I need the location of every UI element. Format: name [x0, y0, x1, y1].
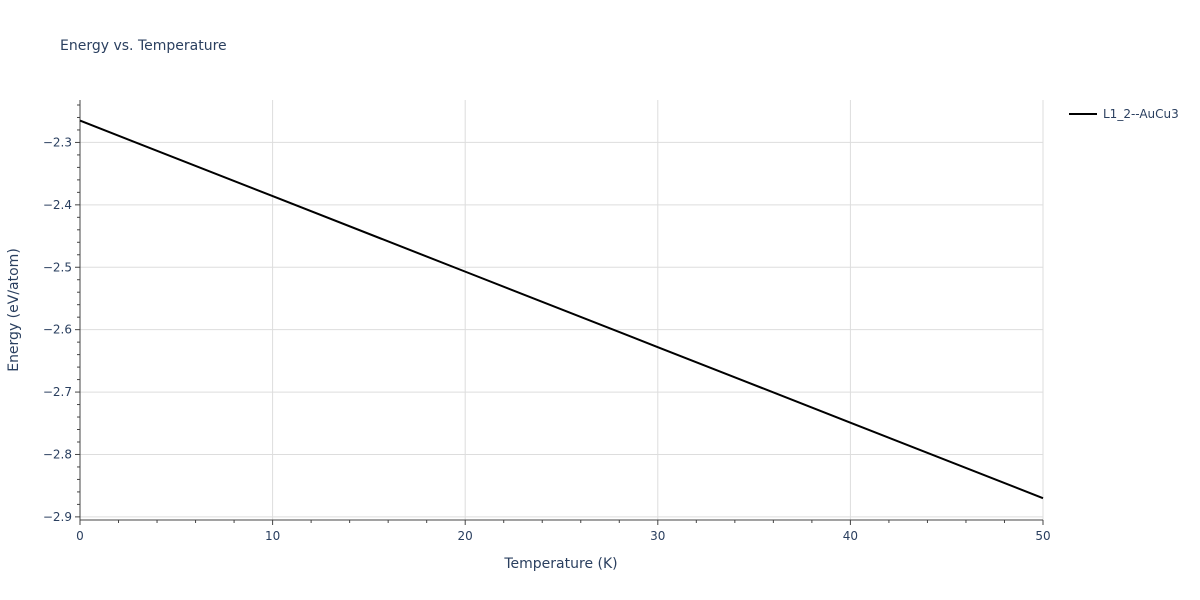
series-layer	[79, 119, 1044, 500]
x-tick-label: 10	[265, 529, 280, 543]
y-tick-label: −2.6	[43, 323, 72, 337]
y-tick-label: −2.4	[43, 198, 72, 212]
y-axis-title: Energy (eV/atom)	[6, 248, 22, 372]
x-tick-label: 20	[458, 529, 473, 543]
y-tick-label: −2.5	[43, 260, 72, 274]
chart-title: Energy vs. Temperature	[60, 38, 227, 54]
legend[interactable]: L1_2--AuCu3	[1069, 107, 1179, 121]
x-tick-label: 0	[76, 529, 84, 543]
y-tick-label: −2.3	[43, 135, 72, 149]
x-tick-label: 30	[650, 529, 665, 543]
y-tick-label: −2.7	[43, 385, 72, 399]
series-line-0[interactable]	[79, 119, 1044, 500]
x-axis-title: Temperature (K)	[503, 556, 617, 572]
grid-layer	[80, 100, 1044, 520]
legend-label: L1_2--AuCu3	[1103, 107, 1179, 121]
axes-layer: 0 10 20 30 40 50 −2.3 −2.4 −2.5 −2.6 −2.7 −2.8 −2.9	[43, 100, 1051, 543]
x-tick-label: 50	[1035, 529, 1050, 543]
x-tick-label: 40	[843, 529, 858, 543]
y-tick-label: −2.8	[43, 447, 72, 461]
y-tick-label: −2.9	[43, 510, 72, 524]
